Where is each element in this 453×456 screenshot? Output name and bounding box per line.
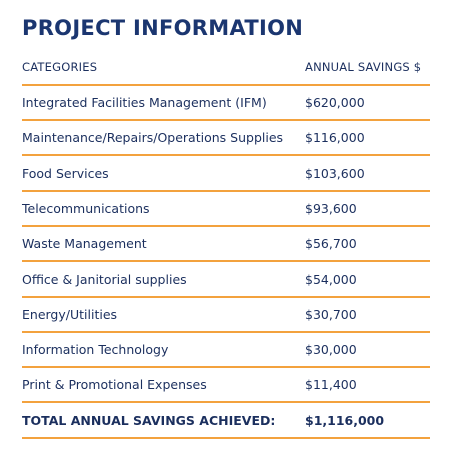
divider [22,295,430,298]
column-header: CATEGORIES [22,60,98,74]
savings-value: $56,700 [305,236,357,252]
divider [22,366,430,369]
divider [22,154,430,157]
divider [22,119,430,121]
category-name: Integrated Facilities Management (IFM) [22,95,267,110]
divider [22,260,430,263]
divider [22,224,430,227]
category-name: Food Services [22,165,109,181]
divider [22,330,430,333]
savings-value: $54,000 [305,271,357,287]
savings-value: $11,400 [305,377,357,393]
savings-value: $30,000 [305,342,357,358]
savings-value: $30,700 [305,306,357,322]
category-name: Print & Promotional Expenses [22,377,207,393]
divider [22,189,430,192]
title: PROJECT INFORMATION [22,16,304,40]
divider [22,401,430,404]
category-name: Energy/Utilities [22,306,118,322]
savings-value: $620,000 [305,95,365,110]
savings-value: $103,600 [305,165,365,181]
divider [22,436,430,439]
category-name: Office & Janitorial supplies [22,271,187,287]
total-label: TOTAL ANNUAL SAVINGS ACHIEVED: [22,412,276,428]
total-value: $1,116,000 [305,412,385,428]
category-name: Telecommunications [22,200,150,216]
divider [22,84,430,86]
category-name: Waste Management [22,236,147,252]
category-name: Maintenance/Repairs/Operations Supplies [22,130,284,146]
column-header: ANNUAL SAVINGS $ [305,60,422,74]
category-name: Information Technology [22,342,169,358]
savings-value: $93,600 [305,200,357,216]
savings-value: $116,000 [305,130,365,146]
